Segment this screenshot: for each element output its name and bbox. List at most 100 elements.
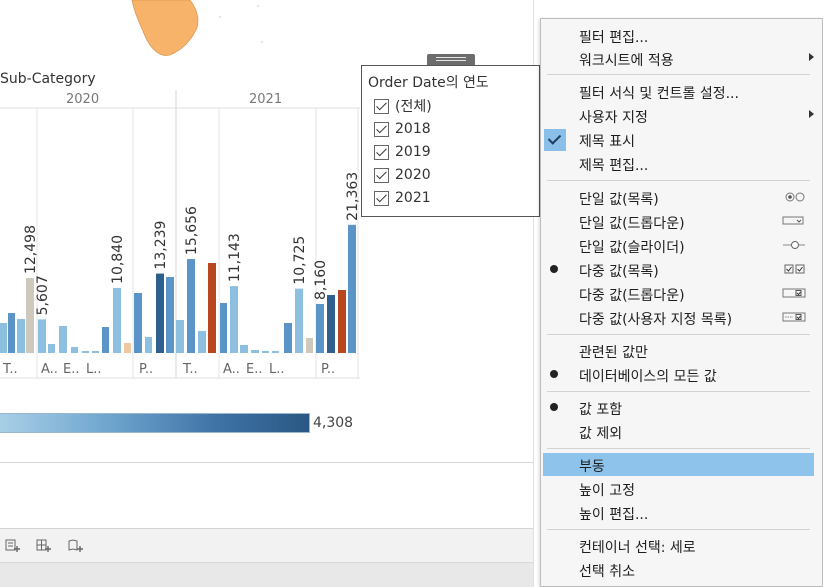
filter-card-grip[interactable] [427,54,475,66]
filter-title: Order Date의 연도 [368,72,489,92]
chart-bar[interactable] [156,273,164,353]
chart-bar[interactable] [0,323,7,353]
chart-bar[interactable] [327,295,335,353]
filter-option-2020[interactable]: 2020 [374,165,431,185]
chart-bar[interactable] [145,337,152,353]
bar-value-label: 15,656 [184,206,200,255]
bar-value-label: 10,725 [292,236,308,285]
selected-dot-icon [550,265,558,273]
menu-include-values[interactable]: 값 포함 [543,396,814,419]
checkbox-icon[interactable] [374,98,389,114]
checkbox-icon[interactable] [374,144,389,160]
chart-bar[interactable] [230,286,238,353]
menu-edit-title[interactable]: 제목 편집... [579,158,649,174]
menu-separator [547,448,810,449]
new-worksheet-icon[interactable] [5,539,21,553]
new-dashboard-icon[interactable] [36,539,52,553]
chart-bar[interactable] [113,287,121,353]
filter-option-label: (전체) [395,99,432,115]
category-tick-label: P.. [321,362,335,377]
chart-bar[interactable] [306,338,313,353]
filter-title-field: Order Date [368,75,446,91]
bar-value-label: 8,160 [313,260,329,300]
filter-option-2021[interactable]: 2021 [374,188,431,208]
chart-bar[interactable] [176,320,184,353]
menu-edit-height[interactable]: 높이 편집... [579,507,649,523]
chart-bar[interactable] [102,327,109,353]
filter-context-menu: 필터 편집... 워크시트에 적용 필터 서식 및 컨트롤 설정... 사용자 … [540,18,823,587]
chart-bar[interactable] [48,344,55,353]
menu-customize[interactable]: 사용자 지정 [543,104,814,127]
menu-deselect[interactable]: 선택 취소 [579,564,635,580]
menu-single-value-dropdown[interactable]: 단일 값(드롭다운) [543,210,814,233]
map-fragment [131,0,263,56]
menu-multi-value-dropdown[interactable]: 다중 값(드롭다운) [543,282,814,305]
chart-bar[interactable] [8,313,15,353]
menu-show-title[interactable]: 제목 표시 [543,128,814,151]
year-header-2021: 2021 [249,92,283,107]
checkbox-icon[interactable] [374,121,389,137]
filter-option-all[interactable]: (전체) [374,96,432,116]
menu-separator [547,74,810,75]
chart-bar[interactable] [71,347,78,353]
chart-bar[interactable] [240,345,248,353]
filter-option-2018[interactable]: 2018 [374,119,431,139]
chart-bar[interactable] [338,290,346,353]
menu-separator [547,334,810,335]
chart-bar[interactable] [92,351,99,353]
category-tick-label: E.. [246,362,262,377]
color-legend-max: 4,308 [313,415,354,431]
checkbox-icon[interactable] [374,167,389,183]
divider [0,462,533,463]
chart-bar[interactable] [134,293,142,353]
dropdown-multi-icon [782,288,806,298]
chart-bar[interactable] [198,331,206,353]
filter-option-label: 2018 [395,121,431,137]
chart-bar[interactable] [124,343,131,353]
checkbox-list-icon [784,264,805,274]
chart-bar[interactable] [316,304,324,353]
menu-floating[interactable]: 부동 [543,453,814,476]
chart-bar[interactable] [17,319,25,353]
menu-apply-to-worksheets[interactable]: 워크시트에 적용 [543,47,814,70]
menu-format-filter[interactable]: 필터 서식 및 컨트롤 설정... [579,86,739,102]
chart-bar[interactable] [208,263,216,353]
submenu-arrow-icon [809,53,814,61]
year-header-2020: 2020 [66,92,100,107]
new-story-icon[interactable] [68,539,84,553]
slider-icon [783,241,805,249]
menu-edit-filter[interactable]: 필터 편집... [579,30,649,46]
menu-multi-value-custom-list[interactable]: 다중 값(사용자 지정 목록) [543,306,814,329]
category-tick-label: E.. [63,362,79,377]
chart-bar[interactable] [166,277,174,353]
chart-bar[interactable] [284,323,292,353]
chart-bar[interactable] [38,319,46,353]
menu-exclude-values[interactable]: 값 제외 [579,426,623,442]
chart-bar[interactable] [348,224,356,353]
chart-bar[interactable] [220,303,227,353]
menu-single-value-slider[interactable]: 단일 값(슬라이더) [543,234,814,257]
checkbox-icon[interactable] [374,190,389,206]
menu-single-value-list[interactable]: 단일 값(목록) [543,186,814,209]
chart-bar[interactable] [187,259,195,353]
chart-bar[interactable] [251,350,259,353]
menu-select-container[interactable]: 컨테이너 선택: 세로 [579,540,696,556]
menu-fixed-height[interactable]: 높이 고정 [579,483,635,499]
bar-value-label: 10,840 [110,235,126,284]
menu-only-relevant-values[interactable]: 관련된 값만 [579,345,648,361]
chart-bar[interactable] [262,351,269,353]
chart-bar[interactable] [82,351,89,353]
chart-bar[interactable] [295,288,303,353]
sheet-tab-bar [0,528,540,562]
menu-multi-value-list[interactable]: 다중 값(목록) [543,258,814,281]
bar-value-label: 21,363 [345,172,361,221]
category-tick-label: T.. [2,362,18,377]
chart-bar[interactable] [272,351,279,353]
chart-bar[interactable] [59,326,67,353]
color-legend-bar [0,413,310,433]
menu-all-values-in-database[interactable]: 데이터베이스의 모든 값 [543,363,814,386]
chart-bar[interactable] [26,278,34,353]
category-tick-label: L.. [269,362,285,377]
filter-option-2019[interactable]: 2019 [374,142,431,162]
